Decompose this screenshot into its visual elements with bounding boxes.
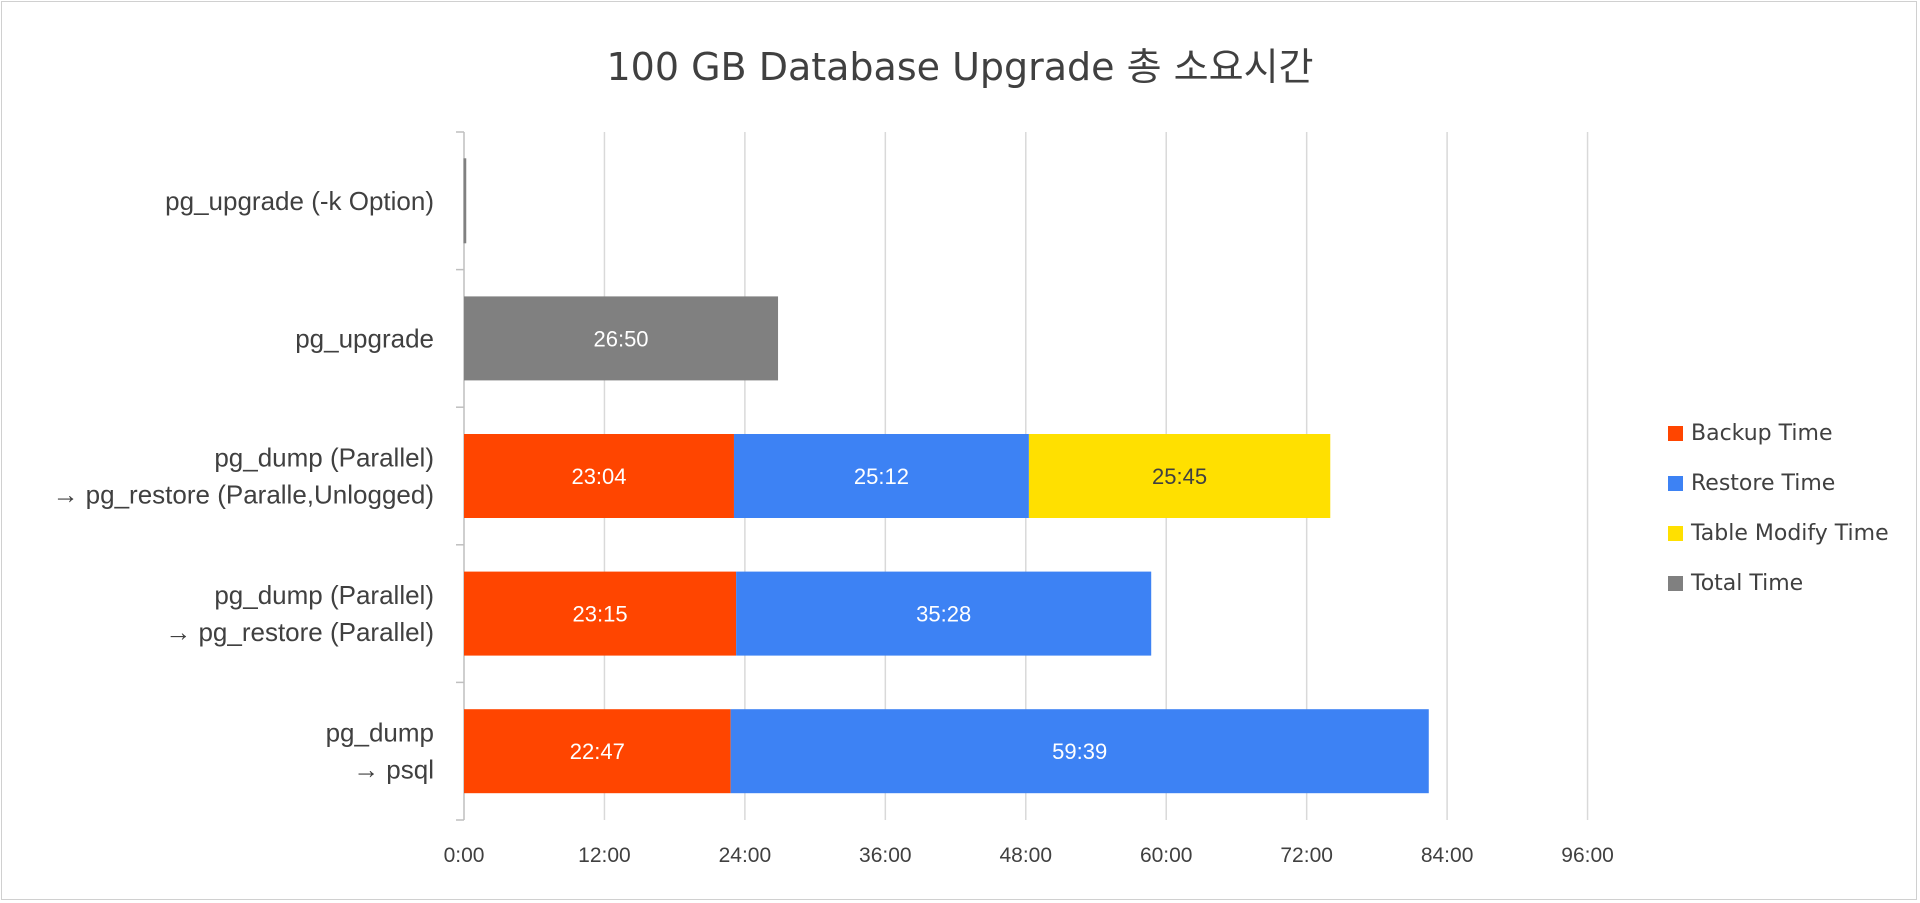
x-tick-label: 84:00 <box>1421 844 1474 867</box>
x-tick-label: 96:00 <box>1561 844 1614 867</box>
legend-label: Table Modify Time <box>1691 520 1889 546</box>
category-label: pg_upgrade <box>295 323 434 353</box>
x-tick-label: 12:00 <box>578 844 631 867</box>
x-tick-label: 0:00 <box>444 844 485 867</box>
category-label: pg_dump (Parallel) <box>214 443 434 473</box>
legend-item: Restore Time <box>1668 458 1889 508</box>
data-label: 26:50 <box>593 326 648 351</box>
bar-segment <box>463 158 467 244</box>
category-label: → pg_restore (Paralle,Unlogged) <box>52 480 434 510</box>
bar-segment <box>1028 434 1331 518</box>
data-label: 22:47 <box>570 739 625 764</box>
legend-label: Total Time <box>1691 570 1804 596</box>
category-label: pg_dump (Parallel) <box>214 580 434 610</box>
data-label: 35:28 <box>916 602 971 627</box>
legend-label: Backup Time <box>1691 420 1833 446</box>
category-label: → psql <box>353 755 434 785</box>
x-tick-label: 72:00 <box>1280 844 1333 867</box>
category-label: → pg_restore (Parallel) <box>165 617 434 647</box>
bar-segment <box>736 571 1152 656</box>
legend-label: Restore Time <box>1691 470 1836 496</box>
bar-segment <box>733 434 1029 518</box>
legend-item: Total Time <box>1668 558 1889 608</box>
legend-swatch <box>1668 575 1683 591</box>
data-label: 23:04 <box>571 464 626 489</box>
data-label: 25:12 <box>854 464 909 489</box>
bar-segment <box>730 709 1429 794</box>
data-label: 25:45 <box>1152 464 1207 489</box>
bar-segment <box>464 709 731 794</box>
legend-swatch <box>1668 425 1683 441</box>
bar-segment <box>464 434 734 518</box>
data-label: 23:15 <box>573 602 628 627</box>
x-tick-label: 60:00 <box>1140 844 1193 867</box>
legend-item: Backup Time <box>1668 408 1889 458</box>
category-label: pg_upgrade (-k Option) <box>165 186 434 216</box>
legend: Backup Time Restore Time Table Modify Time… <box>1668 408 1889 608</box>
legend-swatch <box>1668 525 1683 541</box>
x-tick-label: 36:00 <box>859 844 912 867</box>
legend-swatch <box>1668 475 1683 491</box>
x-tick-label: 24:00 <box>719 844 772 867</box>
bar-segment <box>464 296 779 381</box>
bar-segment <box>464 571 737 656</box>
category-label: pg_dump <box>326 718 434 748</box>
x-tick-label: 48:00 <box>999 844 1052 867</box>
data-label: 59:39 <box>1052 739 1107 764</box>
legend-item: Table Modify Time <box>1668 508 1889 558</box>
chart-title: 100 GB Database Upgrade 총 소요시간 <box>606 45 1314 89</box>
